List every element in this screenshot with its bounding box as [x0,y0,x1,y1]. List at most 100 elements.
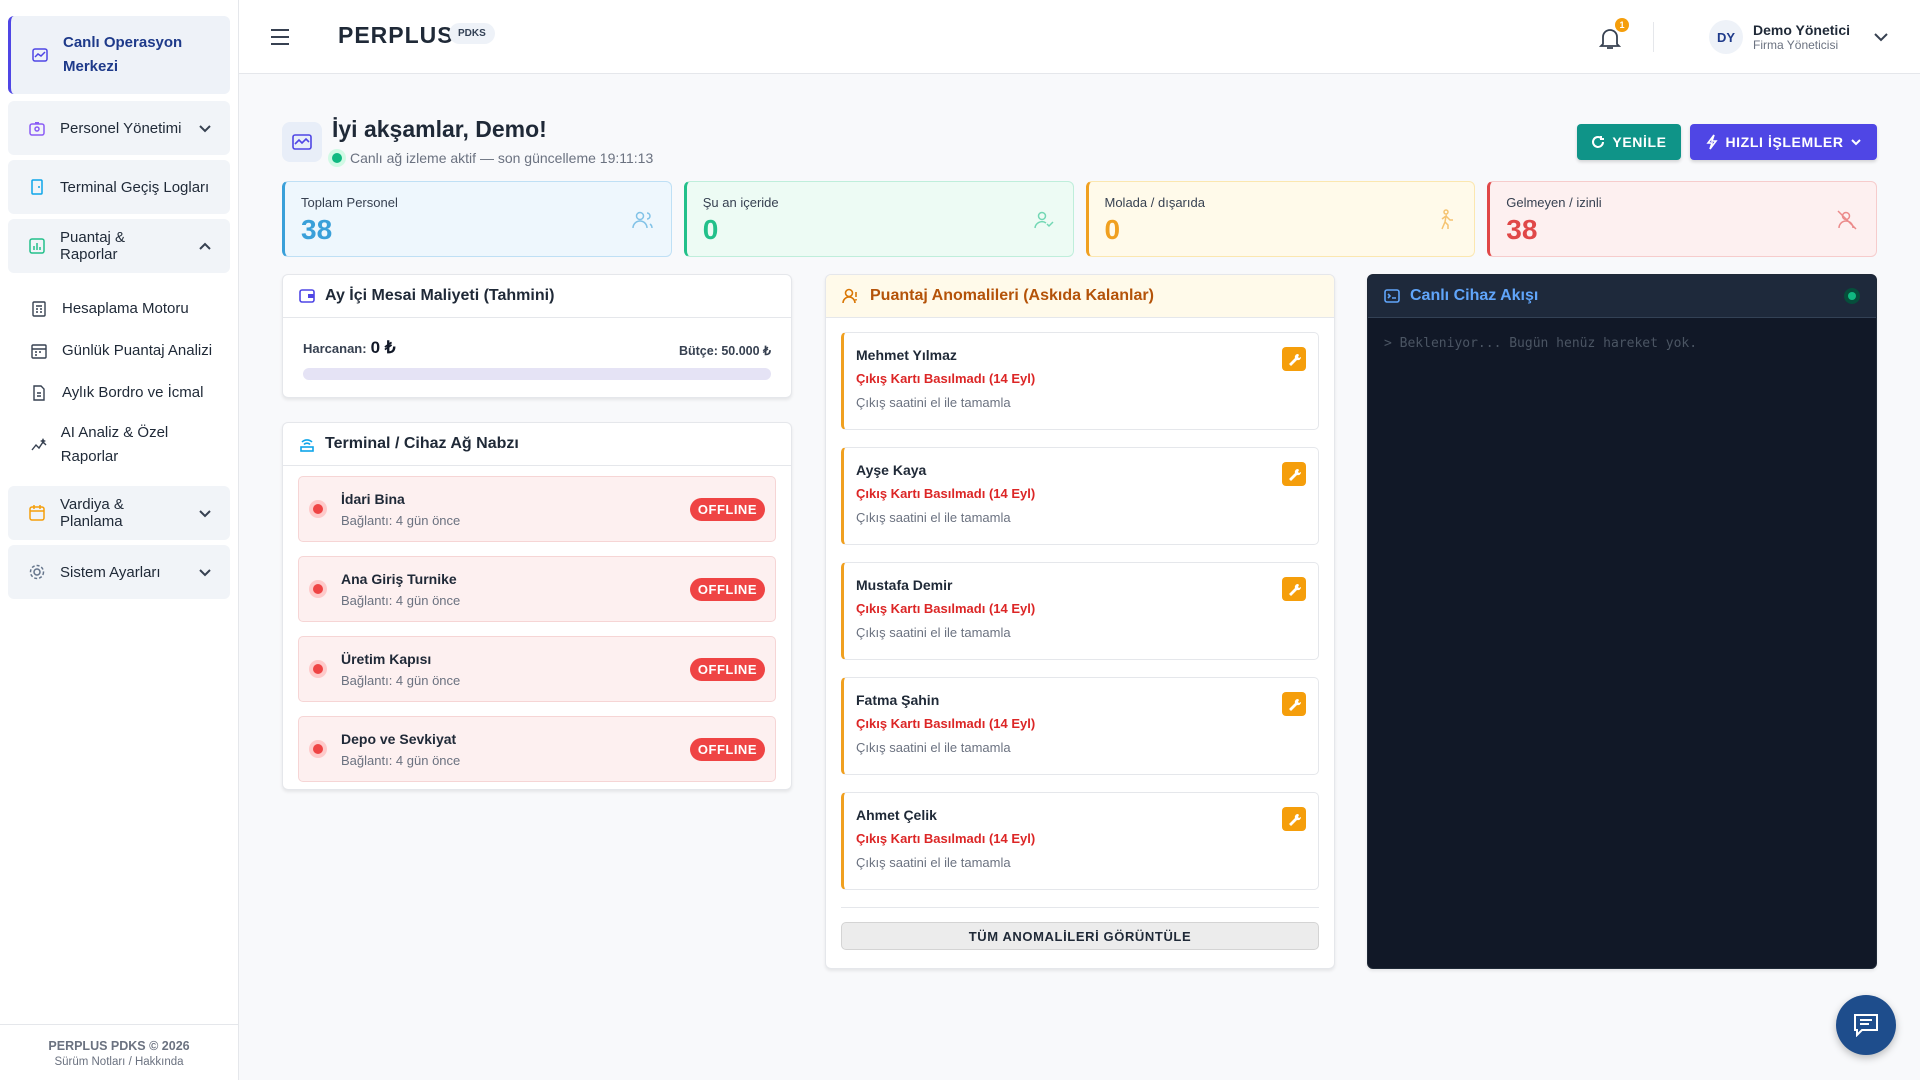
menu-toggle[interactable] [270,28,290,46]
chat-button[interactable] [1836,995,1896,1055]
card-header: Canlı Cihaz Akışı [1368,275,1876,318]
icon-shape [32,301,46,317]
icon-shape [1384,289,1400,303]
icon-shape [29,564,45,580]
status-dot [309,660,327,678]
submenu-item[interactable]: AI Analiz & Özel Raporlar [0,414,238,476]
anomaly-issue: Çıkış Kartı Basılmadı (14 Eyl) [856,371,1036,386]
anomaly-action: Çıkış saatini el ile tamamla [856,395,1011,410]
user-menu[interactable]: DY Demo Yönetici Firma Yöneticisi [1709,20,1888,54]
icon-shape [32,348,46,356]
card-title: Terminal / Cihaz Ağ Nabzı [325,435,519,452]
icon-shape [199,242,211,250]
stat-cards: Toplam Personel 38 Şu an içeride 0 Molada / … [282,181,1877,257]
stat-value: 38 [301,214,333,245]
icon-shape [29,238,45,254]
submenu: Hesaplama Motoru Günlük Puantaj Analizi Ay… [0,278,238,486]
icon-shape [1289,583,1301,596]
submenu-icon [31,344,47,359]
card-body: Harcanan: 0 ₺ Bütçe: 50.000 ₺ [283,318,791,380]
chevron [199,510,211,518]
fix-button[interactable] [1282,347,1306,371]
spent-value: 0 ₺ [370,338,396,357]
anomaly-action: Çıkış saatini el ile tamamla [856,510,1011,525]
status-dot [309,500,327,518]
nav-icon [31,179,43,195]
nav-icon [29,238,45,254]
chevron [199,569,211,577]
icon-shape [300,439,314,452]
icon-shape [1033,220,1054,229]
icon-shape [1854,1014,1878,1037]
nav-label: Puantaj & Raporlar [60,229,126,263]
refresh-button[interactable]: YENİLE [1577,124,1681,160]
fix-button[interactable] [1282,577,1306,601]
icon-shape [271,29,289,45]
nav-item[interactable]: Puantaj & Raporlar [8,219,230,273]
nav-item[interactable]: Sistem Ayarları [8,545,230,599]
icon-shape [1592,136,1605,148]
icon-shape [294,137,310,145]
icon-shape [1037,211,1046,221]
status-text: Canlı ağ izleme aktif — son güncelleme 1… [350,150,654,166]
submenu-item[interactable]: Günlük Puantaj Analizi [0,330,238,372]
status-dot-core [313,744,323,754]
stat-card: Toplam Personel 38 [282,181,672,257]
live-indicator [1844,288,1860,304]
icon-shape [31,179,43,195]
user-info: Demo Yönetici Firma Yöneticisi [1753,22,1850,52]
top-bar: PERPLUS PDKS 1 DY Demo Yönetici Firma Yö… [239,0,1920,74]
status-badge: OFFLINE [689,577,765,601]
nav-label: Personel Yönetimi [60,119,182,137]
nav-item[interactable]: Terminal Geçiş Logları [8,160,230,214]
nav-item[interactable]: Vardiya & Planlama [8,486,230,540]
terminal-info: İdari Bina Bağlantı: 4 gün önce [341,491,460,528]
nav-item[interactable]: Canlı Operasyon Merkezi [8,16,230,94]
wrench-icon [1289,583,1301,596]
anomaly-issue: Çıkış Kartı Basılmadı (14 Eyl) [856,831,1036,846]
icon-shape [30,505,44,512]
icon-shape [1860,1019,1872,1025]
submenu-label: Hesaplama Motoru [62,300,189,317]
employee-name: Fatma Şahin [856,692,940,708]
fix-button[interactable] [1282,692,1306,716]
terminal-row: İdari Bina Bağlantı: 4 gün önce OFFLINE [298,476,776,542]
icon-shape [842,288,857,304]
icon-shape [199,125,211,133]
view-all-wrap: TÜM ANOMALİLERİ GÖRÜNTÜLE [841,907,1319,950]
icon-shape [1854,1014,1878,1037]
icon-shape [1837,210,1857,230]
terminal-row: Depo ve Sevkiyat Bağlantı: 4 gün önce OFFL… [298,716,776,782]
quick-actions-button[interactable]: HIZLI İŞLEMLER [1690,124,1877,160]
fix-button[interactable] [1282,807,1306,831]
terminal-name: İdari Bina [341,490,405,507]
icon-shape [37,392,41,397]
anomaly-row: Mustafa Demir Çıkış Kartı Basılmadı (14 E… [841,562,1319,660]
stat-label: Şu an içeride [702,195,779,210]
wrench-icon [1289,353,1301,366]
submenu-item[interactable]: Hesaplama Motoru [0,288,238,330]
icon-shape [35,122,39,124]
icon-shape [34,51,46,58]
footer-links[interactable]: Sürüm Notları / Hakkında [54,1056,184,1068]
notifications[interactable]: 1 [1598,18,1629,52]
button-label: HIZLI İŞLEMLER [1725,134,1844,150]
submenu-item[interactable]: Aylık Bordro ve İcmal [0,372,238,414]
nav-item[interactable]: Personel Yönetimi [8,101,230,155]
stat-value: 38 [1506,214,1538,245]
spent-label: Harcanan: [303,341,367,356]
icon-shape [1289,468,1301,481]
icon-shape [1706,134,1719,150]
budget-progress [303,368,771,380]
terminal-info: Depo ve Sevkiyat Bağlantı: 4 gün önce [341,731,460,768]
view-all-button[interactable]: TÜM ANOMALİLERİ GÖRÜNTÜLE [841,922,1319,950]
wrench-icon [1289,468,1301,481]
fix-button[interactable] [1282,462,1306,486]
card-title: Ay İçi Mesai Maliyeti (Tahmini) [325,287,555,304]
brand: PERPLUS [338,22,454,48]
anomaly-issue: Çıkış Kartı Basılmadı (14 Eyl) [856,716,1036,731]
live-feed-card: Canlı Cihaz Akışı > Bekleniyor... Bugün … [1367,274,1877,969]
cost-card: Ay İçi Mesai Maliyeti (Tahmini) Harcanan… [282,274,792,398]
